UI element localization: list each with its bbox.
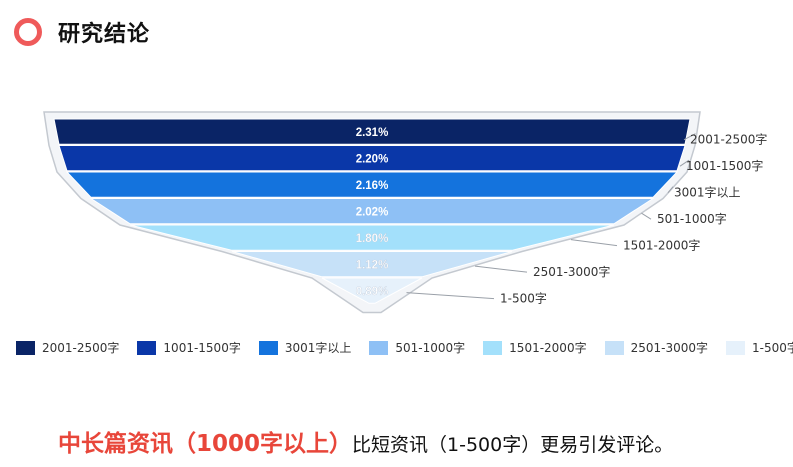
legend-item: 1-500字 [726, 339, 793, 356]
legend-item: 1001-1500字 [137, 339, 241, 356]
section-header: 研究结论 [14, 12, 150, 52]
funnel-segment [129, 224, 615, 251]
value-label: 2.02% [356, 207, 389, 219]
legend-item: 501-1000字 [369, 339, 465, 356]
leader-line [667, 186, 674, 193]
legend-item: 2501-3000字 [604, 339, 709, 356]
legend-swatch [483, 340, 503, 355]
category-label: 501-1000字 [657, 211, 727, 226]
value-label: 0.89% [356, 286, 389, 298]
leader-line [683, 133, 696, 141]
legend-label: 3001字以上 [284, 341, 352, 355]
conclusion-text: 中长篇资讯（1000字以上）比短资讯（1-500字）更易引发评论。 [58, 424, 673, 458]
legend-swatch [16, 340, 35, 355]
value-label: 1.80% [356, 233, 389, 245]
legend-swatch [258, 340, 278, 355]
funnel-segment [53, 118, 691, 145]
legend-swatch [369, 340, 389, 355]
legend-swatch [604, 340, 624, 355]
funnel-segment [65, 171, 679, 198]
legend-item: 1501-2000字 [483, 339, 587, 356]
value-label: 1.12% [356, 260, 389, 272]
chart-legend: 2001-2500字 1001-1500字 3001字以上 501-1000字 1501… [16, 339, 793, 356]
legend-item: 2001-2500字 [16, 339, 119, 356]
legend-label: 2501-3000字 [630, 341, 709, 355]
category-label: 2001-2500字 [690, 132, 767, 147]
funnel-segment [321, 277, 423, 304]
category-label: 1-500字 [500, 291, 547, 306]
leader-line [641, 212, 652, 220]
leader-line [474, 265, 528, 273]
leader-line [406, 292, 495, 300]
legend-label: 1-500字 [752, 341, 793, 355]
leader-line [570, 239, 618, 247]
funnel-segment [231, 251, 513, 278]
category-label: 1501-2000字 [623, 238, 700, 253]
value-label: 2.16% [356, 180, 389, 192]
value-label: 2.20% [356, 154, 389, 166]
value-label: 2.31% [356, 127, 389, 139]
legend-label: 2001-2500字 [42, 341, 120, 355]
category-label: 3001字以上 [674, 185, 741, 200]
legend-label: 501-1000字 [395, 341, 466, 355]
category-label: 2501-3000字 [533, 264, 610, 279]
leader-line [679, 159, 690, 167]
legend-item: 3001字以上 [258, 339, 352, 356]
legend-swatch [137, 340, 157, 355]
conclusion-rest: 比短资讯（1-500字）更易引发评论。 [352, 434, 674, 456]
funnel-segment [89, 198, 655, 225]
circle-icon [14, 18, 42, 46]
legend-label: 1501-2000字 [509, 341, 587, 355]
conclusion-highlight: 中长篇资讯（1000字以上） [58, 431, 353, 457]
legend-label: 1001-1500字 [163, 341, 241, 355]
legend-swatch [726, 340, 746, 355]
funnel-segment [58, 145, 686, 172]
category-label: 1001-1500字 [686, 158, 763, 173]
page-title: 研究结论 [58, 22, 151, 47]
